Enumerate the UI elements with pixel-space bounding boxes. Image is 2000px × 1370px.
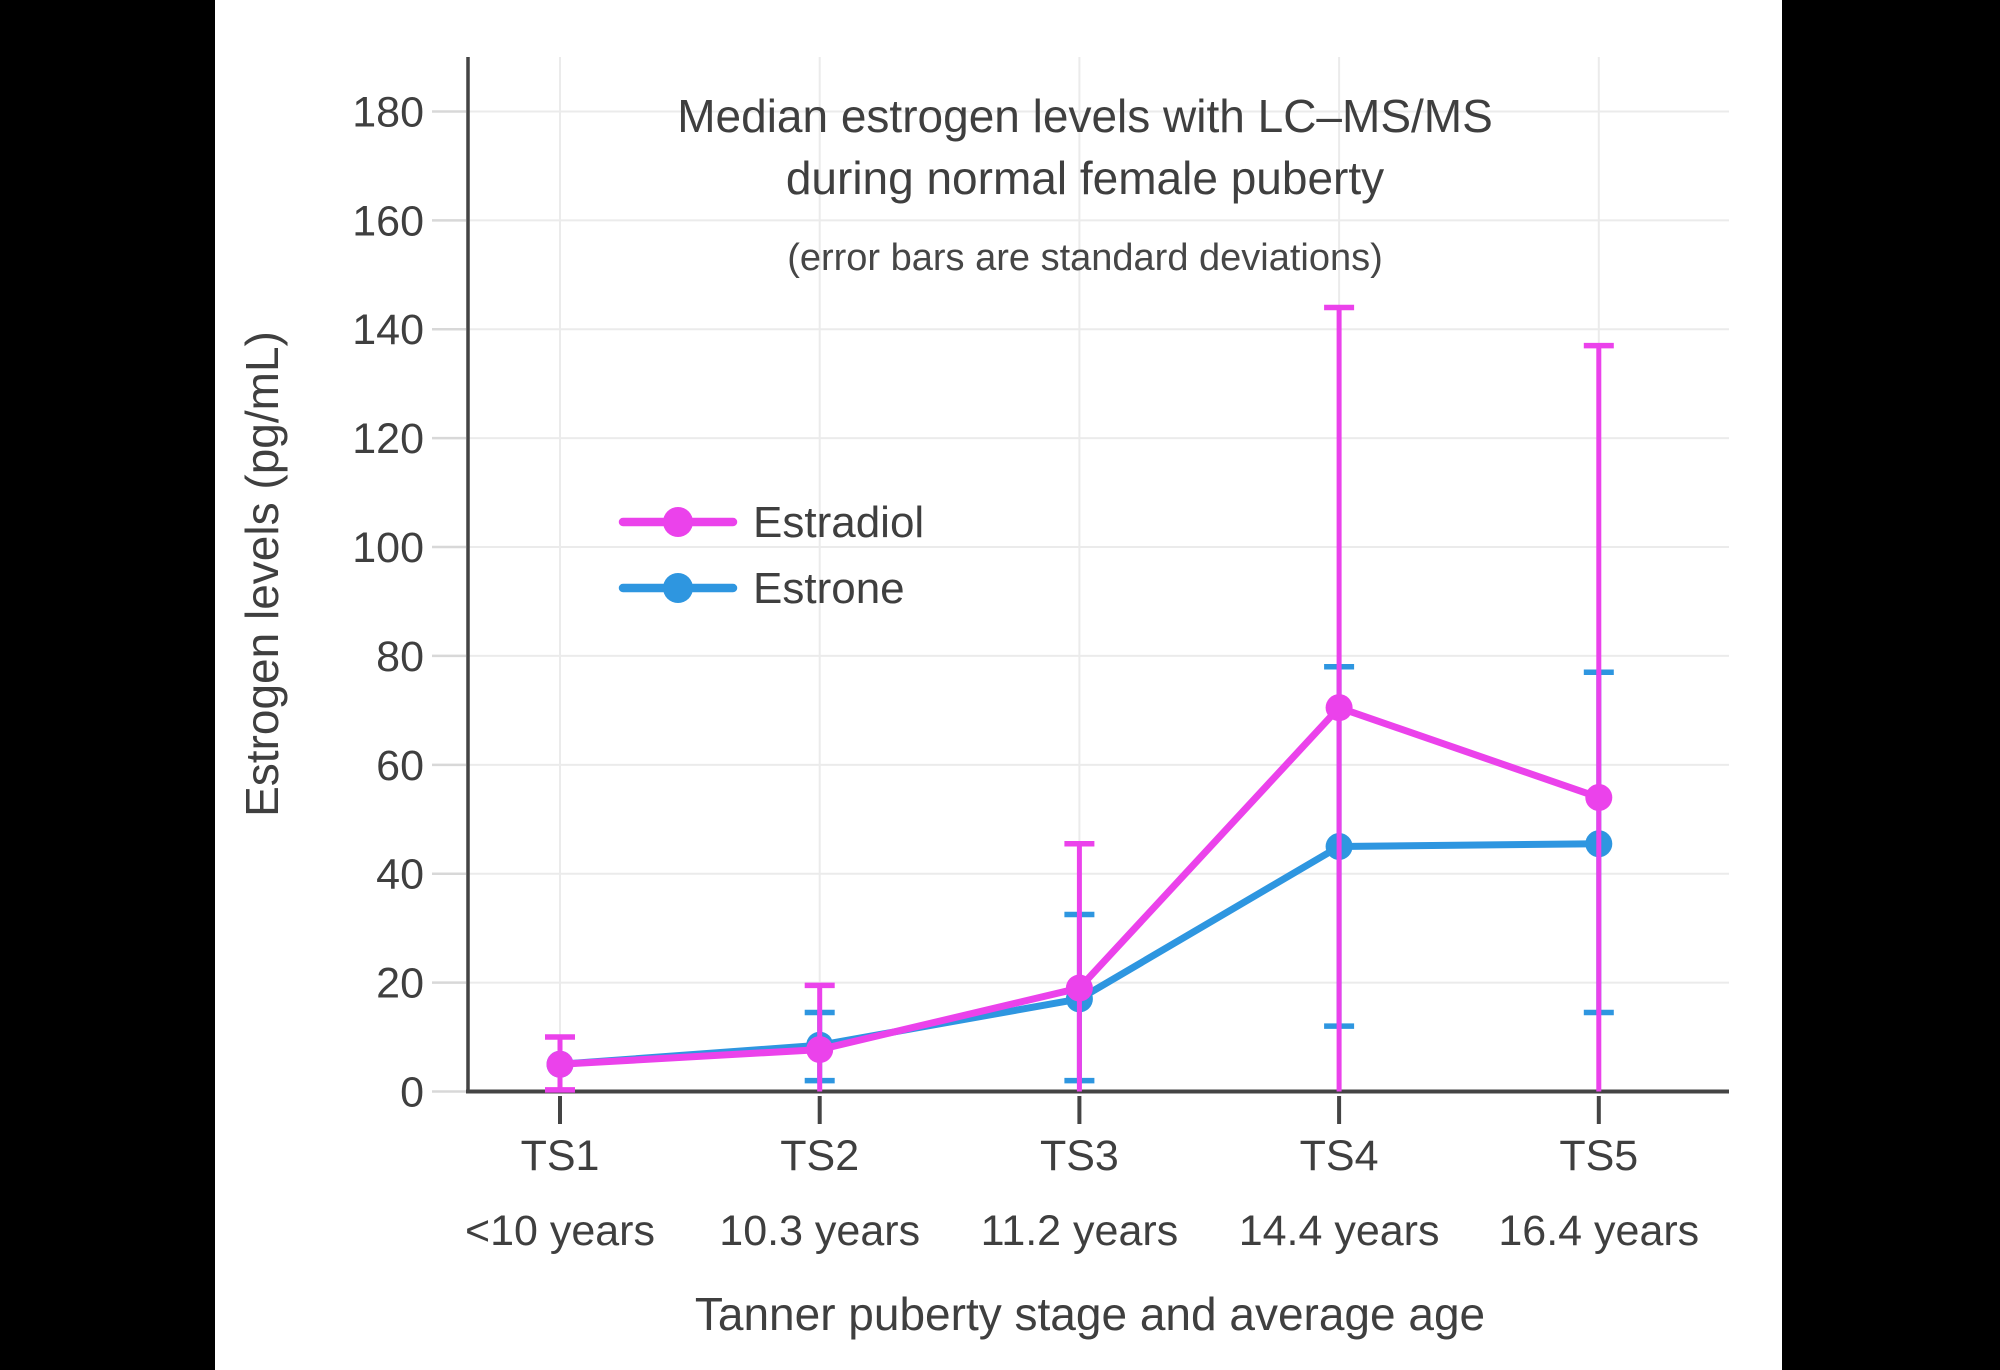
legend-swatches (618, 507, 738, 603)
titles: Median estrogen levels with LC–MS/MS dur… (236, 90, 1493, 1340)
axis-layer (432, 57, 1729, 1124)
x-tick-sublabel: 14.4 years (1239, 1207, 1440, 1255)
x-axis-title: Tanner puberty stage and average age (695, 1288, 1485, 1340)
chart-subtitle: (error bars are standard deviations) (787, 237, 1383, 279)
y-axis-title: Estrogen levels (pg/mL) (236, 331, 288, 817)
tick-label-layer: 0 20 40 60 80 100 120 140 160 180 TS1 <10 years TS2 1… (352, 88, 1699, 1255)
y-tick-label: 120 (352, 415, 424, 463)
x-tick-sublabel: <10 years (465, 1207, 655, 1255)
y-tick-label: 140 (352, 306, 424, 354)
estradiol-marker (806, 1036, 834, 1064)
estradiol-marker (1585, 783, 1613, 811)
estradiol-marker (546, 1050, 574, 1078)
chart-title-line1: Median estrogen levels with LC–MS/MS (677, 90, 1493, 142)
x-tick-sublabel: 11.2 years (981, 1207, 1179, 1255)
y-tick-label: 0 (400, 1069, 424, 1117)
estradiol-legend-marker (663, 507, 693, 537)
y-tick-label: 160 (352, 197, 424, 245)
x-tick-label: TS2 (780, 1132, 859, 1180)
legend: Estradiol Estrone (618, 498, 924, 613)
estradiol-series (545, 304, 1614, 1093)
chart-title-line2: during normal female puberty (786, 152, 1384, 204)
y-tick-label: 180 (352, 88, 424, 136)
y-tick-label: 40 (376, 851, 424, 899)
x-tick-label: TS3 (1040, 1132, 1119, 1180)
y-tick-label: 100 (352, 524, 424, 572)
grid-layer (468, 57, 1729, 1092)
x-tick-sublabel: 10.3 years (719, 1207, 920, 1255)
x-tick-label: TS1 (521, 1132, 600, 1180)
y-tick-label: 80 (376, 633, 424, 681)
estradiol-marker (1325, 694, 1353, 722)
legend-label-estradiol: Estradiol (753, 498, 924, 547)
x-tick-label: TS5 (1559, 1132, 1638, 1180)
y-tick-label: 20 (376, 960, 424, 1008)
estrone-legend-marker (663, 573, 693, 603)
x-tick-sublabel: 16.4 years (1498, 1207, 1699, 1255)
plot-background (215, 0, 1782, 1370)
y-tick-label: 60 (376, 742, 424, 790)
estradiol-marker (1065, 974, 1093, 1002)
series-layer (545, 304, 1614, 1093)
legend-label-estrone: Estrone (753, 564, 905, 613)
x-tick-label: TS4 (1300, 1132, 1379, 1180)
